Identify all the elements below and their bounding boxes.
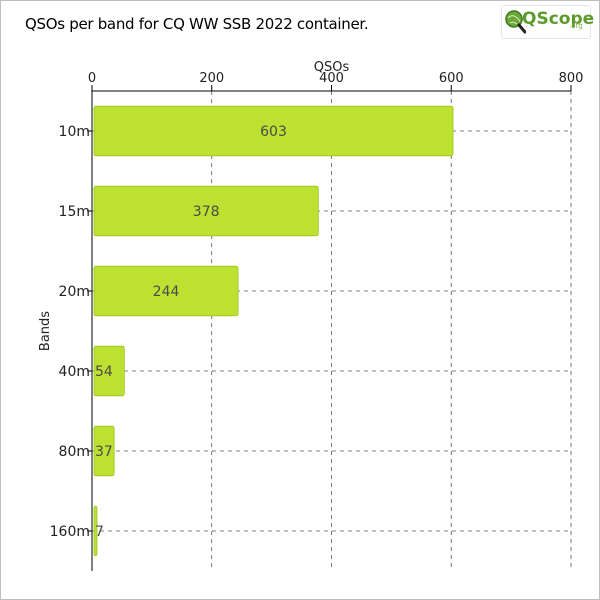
category-label: 15m — [59, 204, 90, 220]
logo-suffix: .org — [569, 22, 583, 30]
x-tick-label: 600 — [439, 71, 464, 86]
axes: 0 200 400 600 800 10m 15m 20m 40m 80m 160m QSOs Band… — [38, 60, 583, 571]
x-tick-label: 0 — [88, 71, 96, 86]
bar-value-label: 54 — [95, 364, 113, 380]
bars: 603 378 244 54 37 7 — [93, 105, 454, 557]
category-label: 80m — [59, 444, 90, 460]
x-axis-title: QSOs — [314, 60, 350, 75]
category-label: 20m — [59, 284, 90, 300]
bar-40m — [93, 345, 125, 397]
bar-value-label: 378 — [193, 204, 220, 220]
bar-80m — [93, 425, 115, 477]
category-label: 40m — [59, 364, 90, 380]
bar-15m — [93, 185, 319, 237]
magnifier-globe-icon — [505, 10, 526, 34]
bar-20m — [93, 265, 239, 317]
bar-10m — [93, 105, 454, 157]
category-label: 160m — [50, 524, 90, 540]
bar-value-label: 244 — [153, 284, 180, 300]
bar-value-label: 603 — [260, 124, 287, 140]
x-tick-label: 400 — [319, 71, 344, 86]
grid-lines — [92, 91, 572, 571]
category-label: 10m — [59, 124, 90, 140]
logo-text: QScope — [522, 9, 595, 29]
qscope-logo[interactable]: QScope .org — [501, 5, 595, 39]
x-tick-label: 800 — [559, 71, 584, 86]
y-axis-title: Bands — [38, 311, 53, 351]
x-tick-label: 200 — [199, 71, 224, 86]
bar-value-label: 7 — [95, 524, 104, 540]
chart-title: QSOs per band for CQ WW SSB 2022 contain… — [25, 15, 369, 33]
bar-value-label: 37 — [95, 444, 113, 460]
bar-160m — [93, 505, 98, 557]
